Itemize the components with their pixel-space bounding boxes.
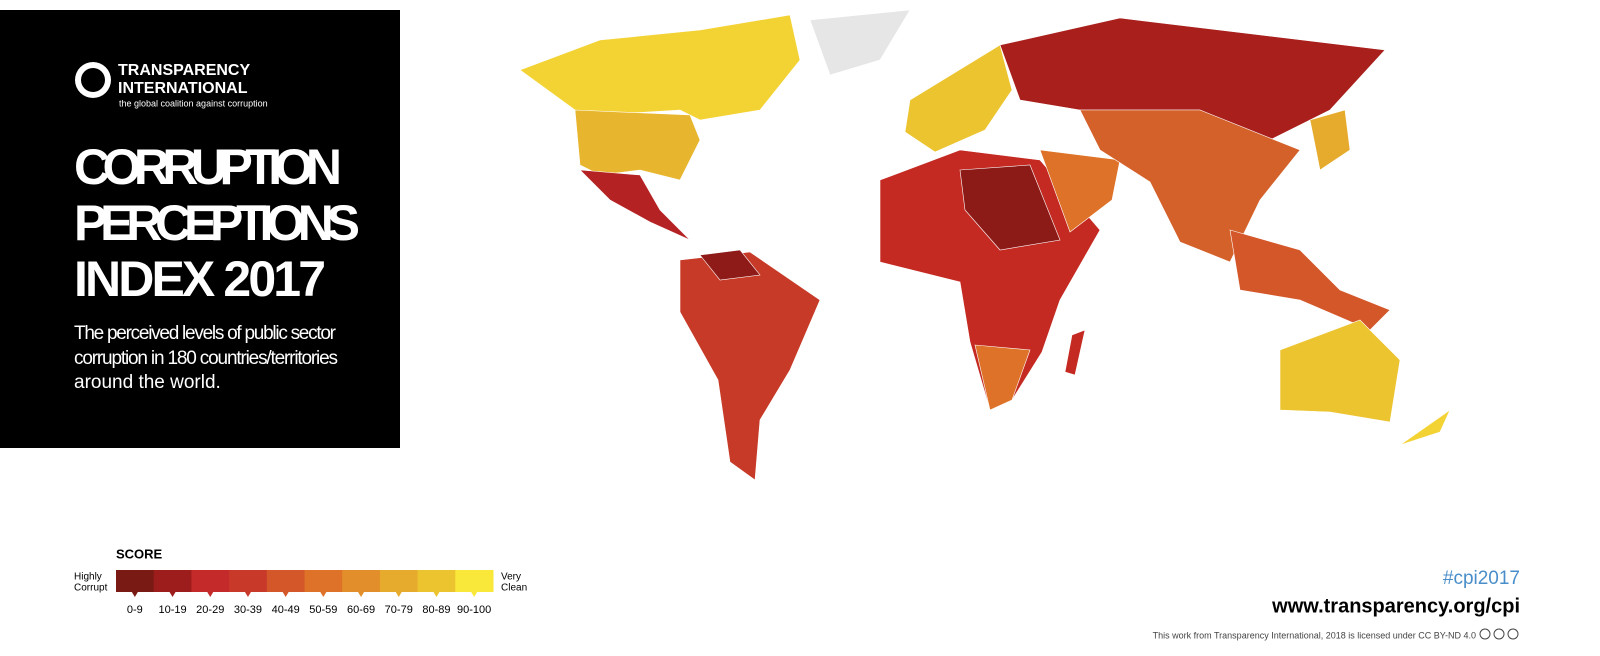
title: PERCEPTIONS bbox=[74, 195, 360, 251]
legend-low-label: Corrupt bbox=[74, 583, 108, 594]
legend-bin-label: 70-79 bbox=[385, 604, 413, 616]
legend-swatch bbox=[191, 570, 230, 592]
region bbox=[699, 249, 761, 281]
legend-bin-label: 60-69 bbox=[347, 604, 375, 616]
legend-high-label: Clean bbox=[501, 583, 527, 594]
title: CORRUPTION bbox=[74, 139, 342, 195]
legend-swatch bbox=[417, 570, 456, 592]
legend-swatch bbox=[229, 570, 268, 592]
legend-pointer bbox=[395, 592, 402, 597]
description: corruption in 180 countries/territories bbox=[74, 348, 338, 369]
legend-pointer bbox=[282, 592, 289, 597]
region bbox=[1279, 319, 1401, 423]
region bbox=[959, 164, 1061, 251]
legend-swatch bbox=[266, 570, 305, 592]
legend-swatch bbox=[116, 570, 155, 592]
legend: 0-9 10-19 20-29 30-39 40-49 50-59 60-69 70-79 80… bbox=[116, 570, 494, 616]
description: around the world. bbox=[74, 372, 221, 393]
legend-pointer bbox=[358, 592, 365, 597]
region bbox=[1309, 109, 1351, 171]
legend-bin-label: 20-29 bbox=[196, 604, 224, 616]
legend-bin-label: 80-89 bbox=[422, 604, 450, 616]
legend-swatch bbox=[342, 570, 381, 592]
region bbox=[579, 169, 691, 241]
region bbox=[904, 44, 1013, 153]
region bbox=[679, 251, 821, 481]
logo-text: INTERNATIONAL bbox=[118, 80, 248, 97]
region bbox=[1039, 149, 1121, 233]
region bbox=[519, 14, 801, 121]
legend-bin-label: 40-49 bbox=[272, 604, 300, 616]
legend-bin-label: 90-100 bbox=[457, 604, 491, 616]
region bbox=[1079, 109, 1301, 263]
legend-pointer bbox=[131, 592, 138, 597]
legend-bin-label: 0-9 bbox=[127, 604, 143, 616]
region bbox=[574, 109, 701, 181]
logo-icon bbox=[81, 68, 105, 92]
description: The perceived levels of public sector bbox=[74, 323, 337, 344]
legend-high-label: Very bbox=[501, 572, 521, 583]
legend-swatch bbox=[455, 570, 494, 592]
url: www.transparency.org/cpi bbox=[1271, 595, 1520, 617]
logo-tagline: the global coalition against corruption bbox=[119, 98, 268, 108]
title-panel bbox=[0, 10, 400, 448]
region bbox=[1229, 229, 1391, 331]
legend-pointer bbox=[320, 592, 327, 597]
legend-title: SCORE bbox=[116, 546, 163, 561]
legend-pointer bbox=[244, 592, 251, 597]
legend-bin-label: 10-19 bbox=[158, 604, 186, 616]
legend-pointer bbox=[433, 592, 440, 597]
legend-swatch bbox=[379, 570, 419, 592]
legend-pointer bbox=[207, 592, 214, 597]
legend-pointer bbox=[471, 592, 478, 597]
region bbox=[1064, 329, 1086, 376]
world-map bbox=[519, 9, 1451, 481]
legend-low-label: Highly bbox=[74, 572, 102, 583]
legend-pointer bbox=[169, 592, 176, 597]
title: INDEX 2017 bbox=[74, 251, 326, 307]
legend-swatch bbox=[153, 570, 192, 592]
logo-text: TRANSPARENCY bbox=[118, 62, 250, 79]
cc-icons bbox=[1479, 628, 1519, 640]
region bbox=[974, 344, 1031, 411]
license: This work from Transparency Internationa… bbox=[1153, 630, 1476, 640]
legend-bin-label: 50-59 bbox=[309, 604, 337, 616]
legend-bin-label: 30-39 bbox=[234, 604, 262, 616]
hashtag: #cpi2017 bbox=[1443, 568, 1520, 589]
legend-swatch bbox=[304, 570, 343, 592]
region bbox=[1399, 409, 1451, 446]
region bbox=[809, 9, 911, 76]
